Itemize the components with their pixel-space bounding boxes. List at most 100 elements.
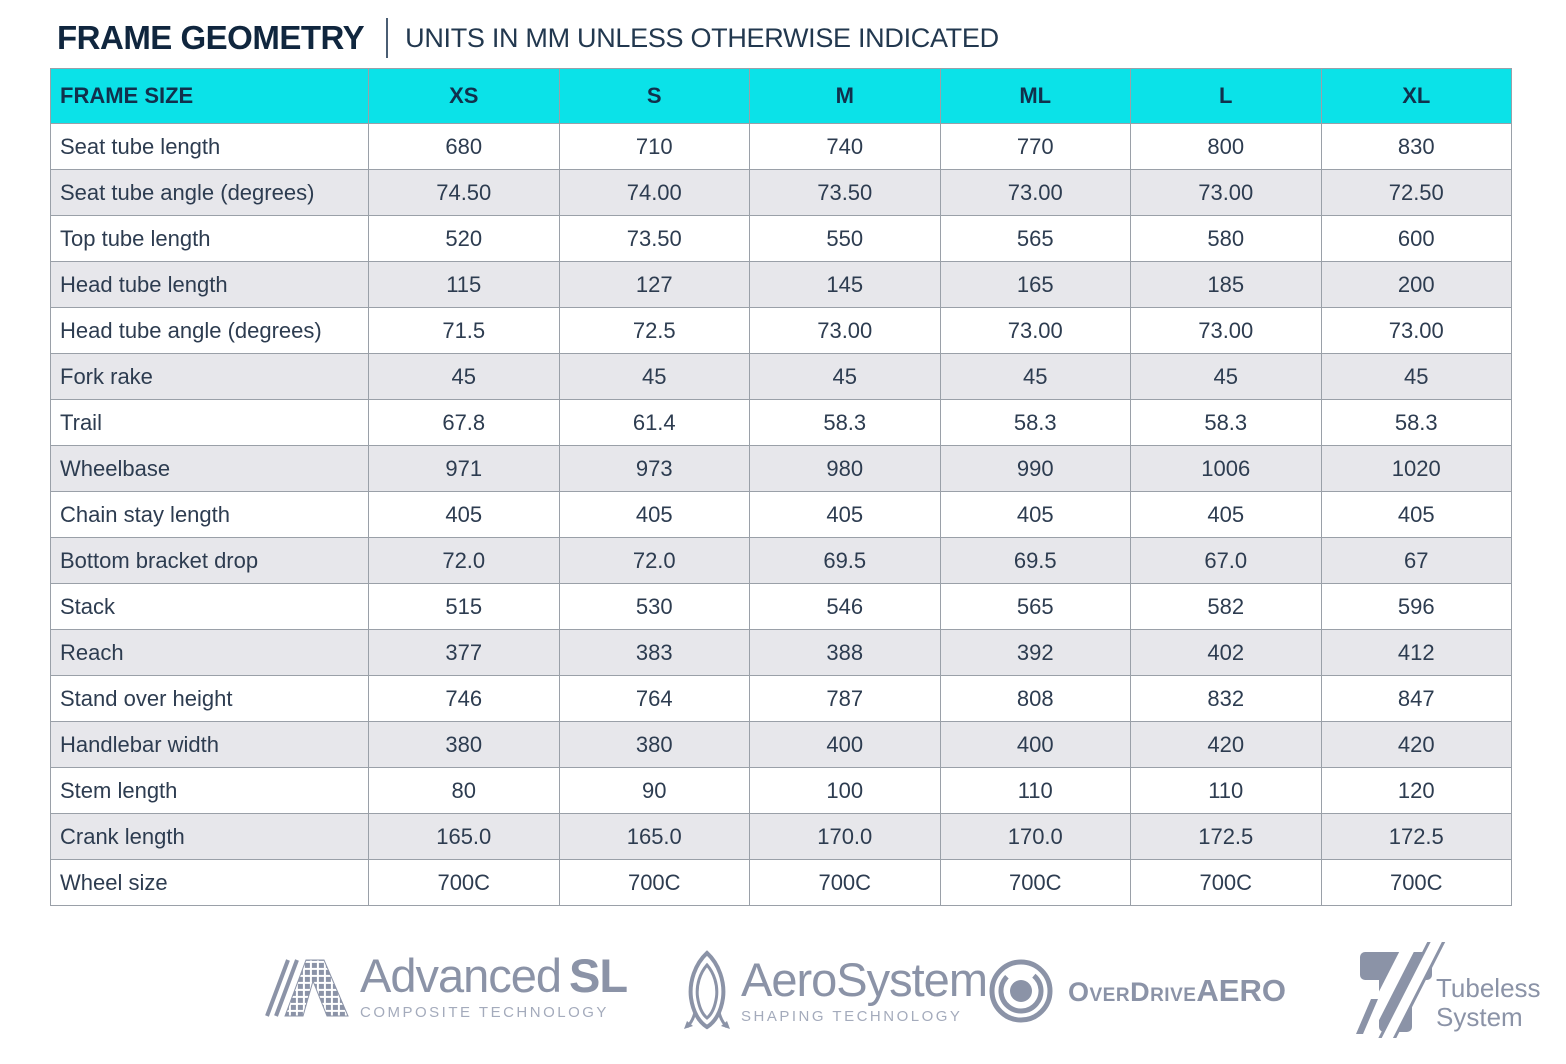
value-cell: 115: [368, 261, 560, 308]
value-cell: 377: [368, 629, 560, 676]
table-row: Stand over height 746 764 787 808 832 847: [50, 675, 1512, 722]
table-row: Top tube length 520 73.50 550 565 580 600: [50, 215, 1512, 262]
column-header-xs: XS: [368, 68, 560, 124]
technology-logos: Advanced SL COMPOSITE TECHNOLOGY AeroSyst…: [0, 938, 1566, 1053]
value-cell: 770: [939, 123, 1131, 170]
value-cell: 73.00: [1130, 169, 1322, 216]
value-cell: 402: [1130, 629, 1322, 676]
value-cell: 73.50: [749, 169, 941, 216]
value-cell: 127: [558, 261, 750, 308]
column-header-s: S: [558, 68, 750, 124]
table-row: Head tube length 115 127 145 165 185 200: [50, 261, 1512, 308]
value-cell: 45: [749, 353, 941, 400]
value-cell: 74.00: [558, 169, 750, 216]
value-cell: 700C: [1320, 859, 1512, 906]
value-cell: 110: [1130, 767, 1322, 814]
value-cell: 596: [1320, 583, 1512, 630]
value-cell: 832: [1130, 675, 1322, 722]
overdrive-aero-wordmark: OverDriveAERO: [1068, 973, 1286, 1008]
value-cell: 165.0: [368, 813, 560, 860]
value-cell: 73.00: [939, 169, 1131, 216]
row-label: Wheelbase: [50, 445, 369, 492]
value-cell: 700C: [368, 859, 560, 906]
value-cell: 515: [368, 583, 560, 630]
value-cell: 58.3: [1320, 399, 1512, 446]
column-header-xl: XL: [1320, 68, 1512, 124]
table-header-row: FRAME SIZE XS S M ML L XL: [50, 68, 1512, 124]
concentric-rings-icon: [989, 959, 1053, 1023]
value-cell: 73.00: [939, 307, 1131, 354]
value-cell: 61.4: [558, 399, 750, 446]
table-row: Wheel size 700C 700C 700C 700C 700C 700C: [50, 859, 1512, 906]
value-cell: 90: [558, 767, 750, 814]
advanced-sl-wordmark: Advanced SL: [360, 949, 628, 1002]
row-label: Seat tube length: [50, 123, 369, 170]
column-header-ml: ML: [939, 68, 1131, 124]
value-cell: 400: [749, 721, 941, 768]
value-cell: 380: [558, 721, 750, 768]
value-cell: 74.50: [368, 169, 560, 216]
row-label: Top tube length: [50, 215, 369, 262]
row-label: Bottom bracket drop: [50, 537, 369, 584]
value-cell: 170.0: [939, 813, 1131, 860]
value-cell: 72.50: [1320, 169, 1512, 216]
value-cell: 73.00: [1320, 307, 1512, 354]
page-subtitle: UNITS IN MM UNLESS OTHERWISE INDICATED: [405, 22, 999, 53]
value-cell: 405: [1130, 491, 1322, 538]
table-row: Reach 377 383 388 392 402 412: [50, 629, 1512, 676]
frame-geometry-table: FRAME SIZE XS S M ML L XL Seat tube leng…: [50, 68, 1512, 906]
value-cell: 45: [558, 353, 750, 400]
value-cell: 45: [368, 353, 560, 400]
value-cell: 808: [939, 675, 1131, 722]
value-cell: 800: [1130, 123, 1322, 170]
value-cell: 420: [1320, 721, 1512, 768]
value-cell: 740: [749, 123, 941, 170]
value-cell: 600: [1320, 215, 1512, 262]
carbon-weave-icon: [265, 958, 349, 1017]
table-row: Crank length 165.0 165.0 170.0 170.0 172.5 172…: [50, 813, 1512, 860]
value-cell: 582: [1130, 583, 1322, 630]
value-cell: 100: [749, 767, 941, 814]
value-cell: 764: [558, 675, 750, 722]
value-cell: 830: [1320, 123, 1512, 170]
row-label: Fork rake: [50, 353, 369, 400]
value-cell: 67.8: [368, 399, 560, 446]
value-cell: 787: [749, 675, 941, 722]
table-row: Handlebar width 380 380 400 400 420 420: [50, 721, 1512, 768]
column-header-frame-size: FRAME SIZE: [50, 68, 369, 124]
row-label: Head tube angle (degrees): [50, 307, 369, 354]
advanced-sl-tagline: COMPOSITE TECHNOLOGY: [360, 1004, 609, 1021]
geometry-table-body: Seat tube length 680 710 740 770 800 830 Seat t…: [50, 123, 1512, 906]
table-row: Seat tube angle (degrees) 74.50 74.00 73.50…: [50, 169, 1512, 216]
value-cell: 67.0: [1130, 537, 1322, 584]
row-label: Reach: [50, 629, 369, 676]
value-cell: 405: [749, 491, 941, 538]
value-cell: 971: [368, 445, 560, 492]
value-cell: 405: [939, 491, 1131, 538]
table-row: Head tube angle (degrees) 71.5 72.5 73.00 73…: [50, 307, 1512, 354]
value-cell: 45: [939, 353, 1131, 400]
table-row: Bottom bracket drop 72.0 72.0 69.5 69.5 67.0 6…: [50, 537, 1512, 584]
value-cell: 80: [368, 767, 560, 814]
value-cell: 847: [1320, 675, 1512, 722]
aerosystem-tagline: SHAPING TECHNOLOGY: [741, 1007, 963, 1025]
value-cell: 170.0: [749, 813, 941, 860]
table-row: Trail 67.8 61.4 58.3 58.3 58.3 58.3: [50, 399, 1512, 446]
table-row: Stem length 80 90 100 110 110 120: [50, 767, 1512, 814]
value-cell: 412: [1320, 629, 1512, 676]
value-cell: 145: [749, 261, 941, 308]
row-label: Stand over height: [50, 675, 369, 722]
tubeless-system-logo: Tubeless System: [1352, 942, 1541, 1038]
tubeless-t-icon: [1352, 942, 1448, 1038]
row-label: Handlebar width: [50, 721, 369, 768]
value-cell: 405: [558, 491, 750, 538]
airfoil-icon: [684, 950, 730, 1030]
value-cell: 990: [939, 445, 1131, 492]
value-cell: 530: [558, 583, 750, 630]
row-label: Chain stay length: [50, 491, 369, 538]
aerosystem-wordmark: AeroSystem: [741, 952, 988, 1006]
value-cell: 580: [1130, 215, 1322, 262]
value-cell: 700C: [1130, 859, 1322, 906]
value-cell: 973: [558, 445, 750, 492]
page-header: FRAME GEOMETRY UNITS IN MM UNLESS OTHERW…: [57, 12, 1566, 64]
